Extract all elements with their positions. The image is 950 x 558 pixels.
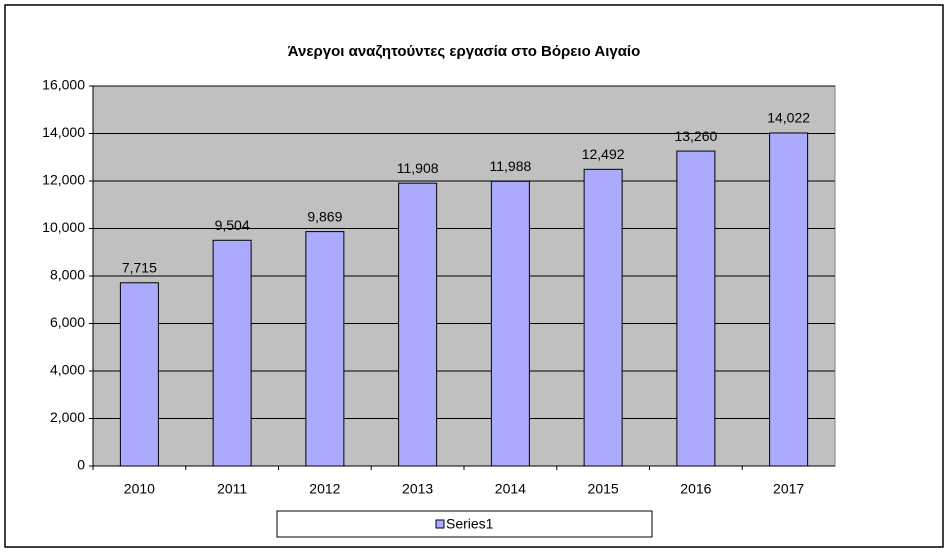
data-label: 14,022 [767, 110, 810, 126]
y-tick-label: 14,000 [42, 124, 85, 140]
data-label: 11,988 [489, 158, 531, 174]
y-tick-label: 0 [77, 457, 85, 473]
x-tick-label: 2017 [773, 481, 804, 497]
data-label: 9,869 [307, 208, 342, 224]
x-tick-label: 2010 [124, 481, 155, 497]
y-tick-label: 12,000 [42, 172, 85, 188]
data-label: 11,908 [397, 160, 439, 176]
x-tick-label: 2015 [588, 481, 619, 497]
legend-label: Series1 [446, 516, 494, 532]
bar [490, 180, 530, 467]
y-tick-label: 2,000 [50, 409, 85, 425]
bar [398, 182, 438, 467]
chart-title: Άνεργοι αναζητούντες εργασία στο Βόρειο … [288, 43, 641, 60]
bar [119, 282, 159, 467]
y-tick-label: 8,000 [50, 267, 85, 283]
bar [769, 132, 809, 467]
bar [212, 239, 252, 467]
data-label: 9,504 [215, 217, 250, 233]
y-tick-label: 4,000 [50, 362, 85, 378]
legend-swatch [435, 519, 445, 529]
y-tick-label: 10,000 [42, 219, 85, 235]
bar [676, 150, 716, 467]
x-tick-label: 2013 [402, 481, 433, 497]
x-tick-label: 2011 [217, 481, 247, 497]
data-label: 13,260 [674, 128, 717, 144]
bar [305, 231, 345, 467]
legend [276, 510, 653, 538]
x-tick-label: 2014 [495, 481, 526, 497]
y-tick-label: 16,000 [42, 77, 85, 93]
data-label: 12,492 [582, 146, 625, 162]
x-tick-label: 2016 [680, 481, 711, 497]
bar [583, 168, 623, 467]
y-tick-label: 6,000 [50, 314, 85, 330]
x-tick-label: 2012 [309, 481, 340, 497]
data-label: 7,715 [122, 259, 157, 275]
